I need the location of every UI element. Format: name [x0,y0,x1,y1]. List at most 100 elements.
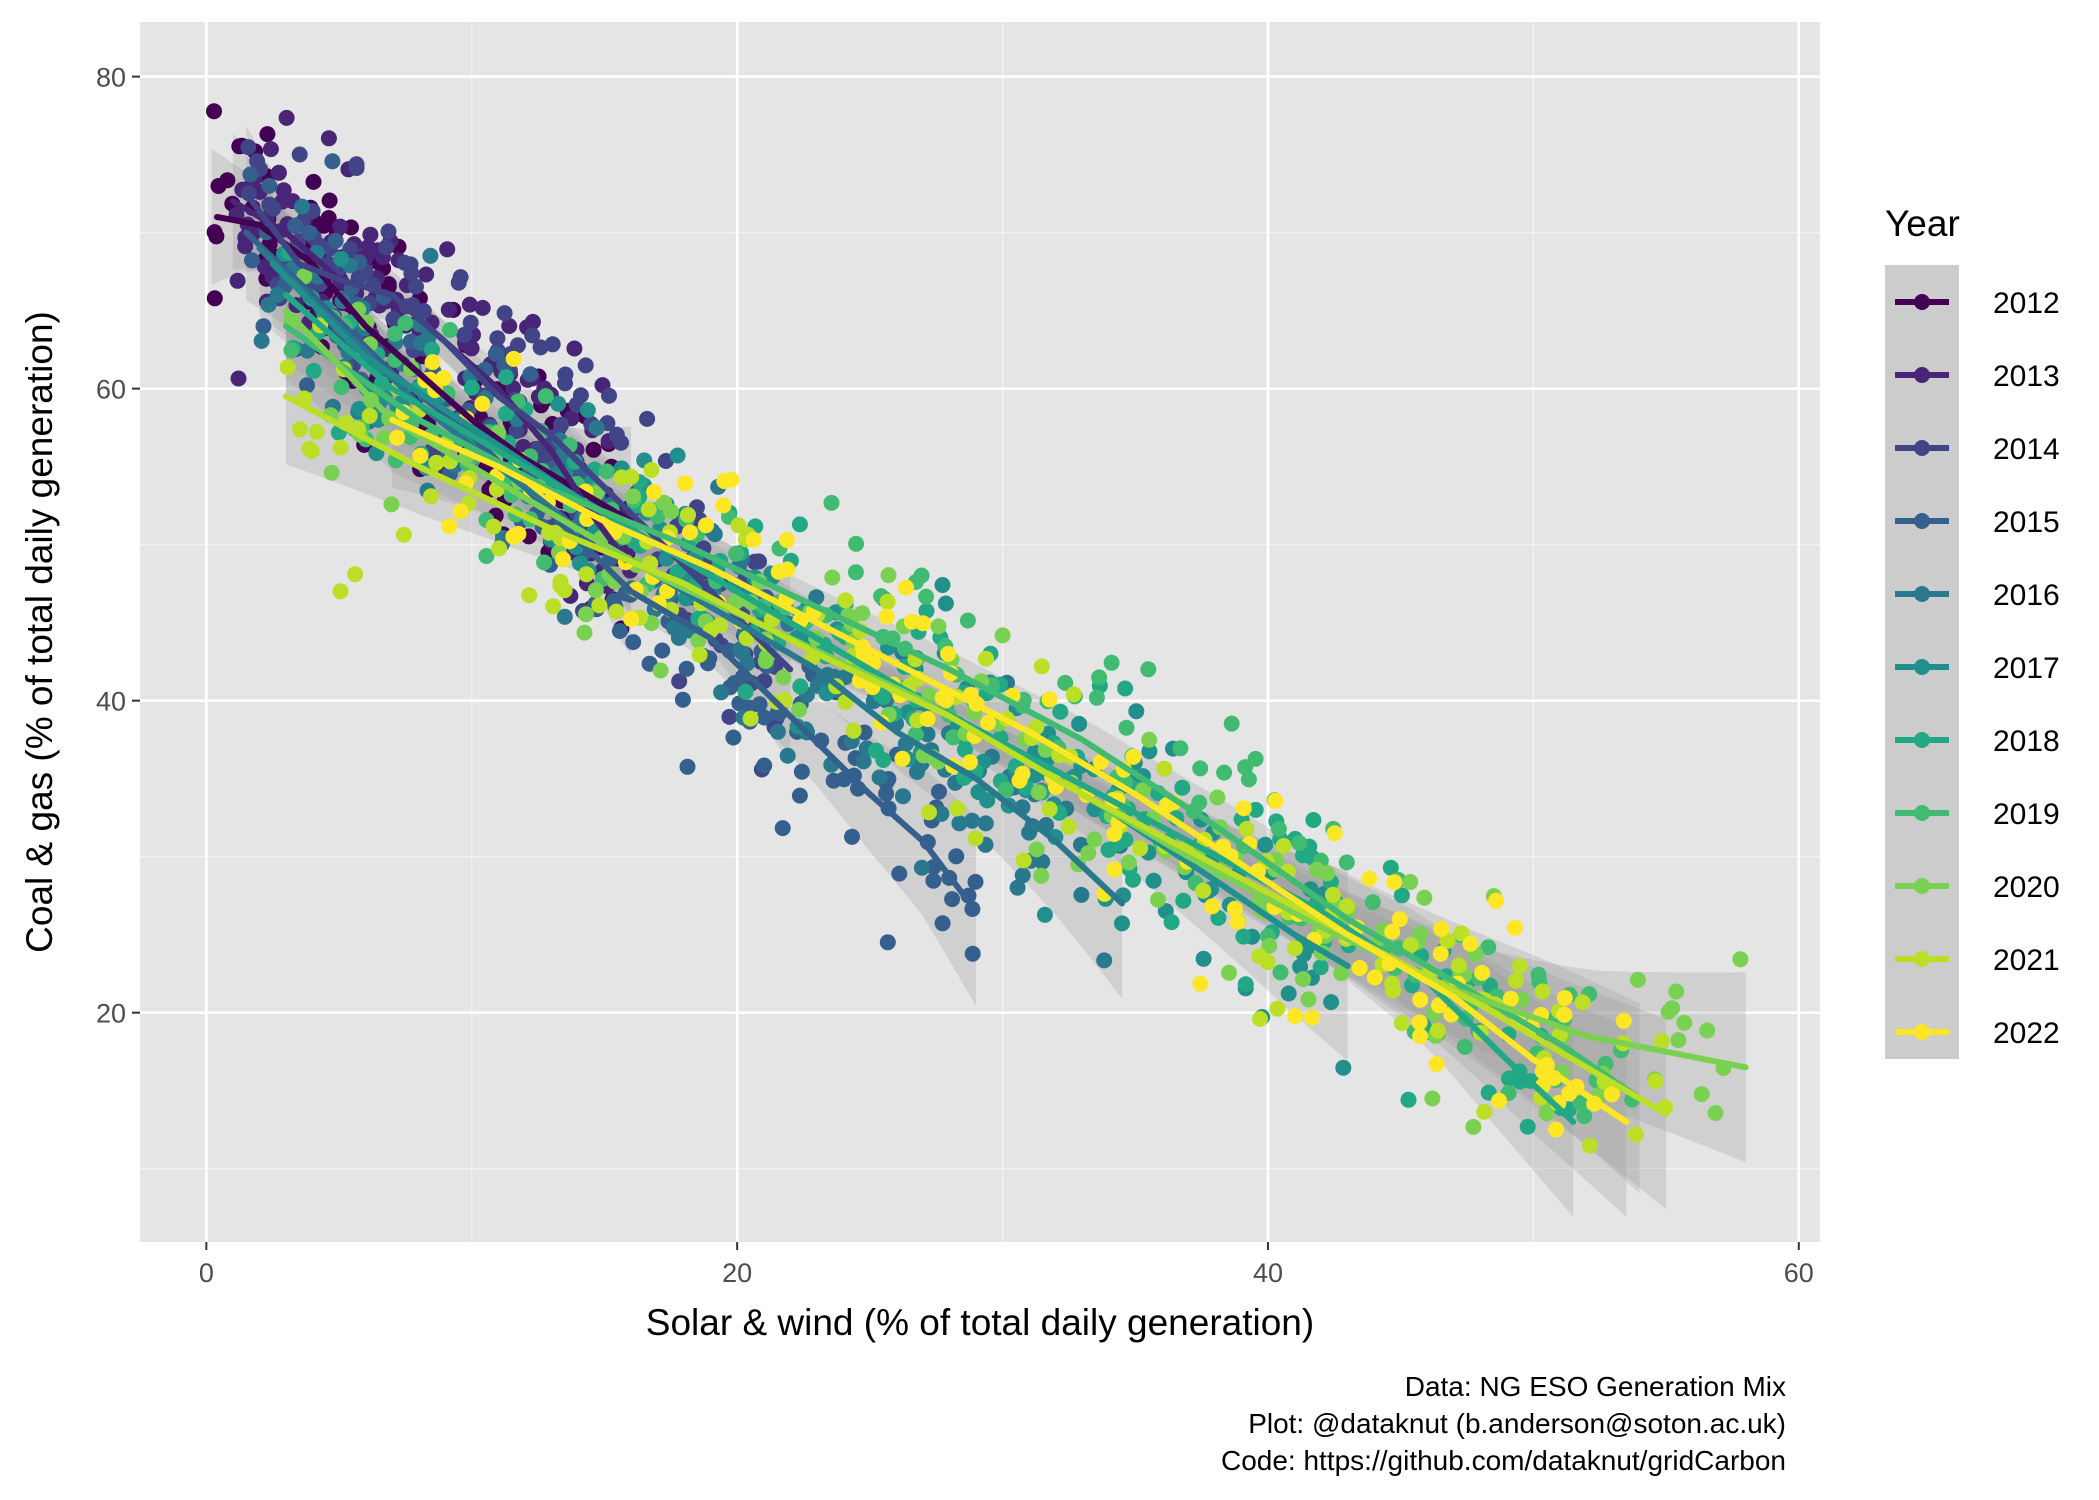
data-point-2017 [550,395,567,412]
data-point-2022 [1556,990,1573,1006]
legend-key-point-2012 [1914,294,1930,310]
trend-line-2021 [283,393,1670,1118]
data-point-2013 [501,318,518,334]
data-point-2022 [646,483,663,500]
data-point-2015 [725,729,742,746]
data-point-2016 [294,198,311,215]
data-point-2019 [1192,760,1209,777]
legend-key-point-2018 [1914,732,1930,748]
data-point-2019 [1456,1038,1473,1055]
caption-line-2: Plot: @dataknut (b.anderson@soton.ac.uk) [1248,1408,1786,1439]
data-point-2022 [1192,975,1209,992]
data-point-2021 [1534,983,1551,1000]
data-point-2020 [1670,1032,1687,1049]
legend-label-2017: 2017 [1993,652,2060,685]
y-tick-label: 40 [96,687,126,717]
data-point-2019 [598,463,615,480]
data-point-2014 [508,423,525,439]
data-point-2013 [360,239,376,256]
data-point-2022 [435,370,452,386]
data-point-2022 [698,517,714,534]
legend-items: 2012 2013 2014 2015 2016 2017 2018 2019 2020 2021… [1895,287,2060,1050]
data-point-2019 [1057,674,1074,691]
data-point-2018 [305,362,322,379]
legend-label-2013: 2013 [1993,360,2060,393]
data-point-2021 [1384,975,1401,992]
data-point-2015 [774,820,791,837]
data-point-2018 [1100,841,1117,858]
data-point-2020 [1707,1105,1724,1121]
data-point-2019 [1338,854,1355,871]
data-point-2015 [791,787,808,804]
data-point-2021 [332,439,349,456]
data-point-2022 [1384,923,1401,940]
legend-label-2019: 2019 [1993,798,2060,831]
data-point-2013 [440,301,457,318]
data-point-2013 [439,241,456,258]
data-point-2019 [442,322,458,338]
data-point-2020 [1732,951,1749,968]
data-point-2019 [397,315,414,332]
data-point-2015 [679,758,696,775]
data-point-2021 [1647,1073,1664,1090]
data-point-2021 [949,800,966,817]
data-point-2019 [1140,661,1157,678]
data-point-2015 [964,945,981,962]
data-point-2021 [1429,1022,1446,1039]
data-point-2021 [578,566,595,583]
data-point-2020 [1402,874,1419,890]
data-point-2018 [1382,859,1399,876]
data-point-2019 [1223,715,1240,732]
data-point-2019 [1240,771,1257,788]
data-point-2021 [347,566,364,583]
data-point-2017 [1280,985,1297,1002]
data-point-2021 [921,804,937,821]
data-point-2021 [1033,658,1050,675]
data-point-2022 [770,563,787,580]
data-point-2014 [378,239,395,256]
data-point-2021 [1275,838,1292,854]
data-point-2020 [1319,865,1336,882]
data-point-2019 [478,548,495,564]
data-point-2020 [775,669,792,686]
data-point-2018 [1052,703,1069,720]
data-point-2022 [903,613,920,630]
data-point-2019 [1103,654,1120,671]
data-point-2016 [253,332,270,349]
data-point-2015 [931,783,947,800]
data-point-2019 [959,612,976,629]
caption-line-3: Code: https://github.com/dataknut/gridCa… [1221,1445,1786,1476]
data-point-2021 [361,407,378,424]
data-point-2019 [283,342,300,359]
data-point-2018 [1174,779,1191,796]
data-point-2022 [623,611,640,628]
data-point-2013 [320,130,337,147]
data-point-2020 [663,503,680,520]
data-point-2017 [1292,958,1309,975]
data-point-2022 [441,518,458,535]
data-point-2022 [1433,921,1450,937]
y-axis-ticks: 20 40 60 80 [96,63,140,1029]
trend-lines [214,190,1749,1125]
data-point-2014 [240,139,257,156]
x-axis-ticks: 0 20 40 60 [199,1242,1814,1288]
data-point-2020 [1120,854,1137,871]
data-point-2021 [691,646,708,663]
data-point-2013 [474,299,491,316]
legend-key-point-2017 [1914,659,1930,675]
legend-label-2014: 2014 [1993,433,2060,466]
data-point-2022 [894,750,911,767]
data-point-2013 [262,141,279,158]
data-point-2014 [452,269,469,286]
data-point-2017 [934,577,951,593]
data-point-2018 [1117,680,1134,697]
data-point-2013 [418,266,435,283]
data-point-2022 [745,531,762,548]
data-point-2022 [505,350,522,367]
x-tick-label: 20 [722,1258,752,1288]
data-point-2018 [424,341,440,358]
data-point-2013 [362,226,379,243]
data-point-2021 [279,359,296,376]
data-point-2014 [577,357,594,374]
x-tick-label: 40 [1253,1258,1283,1288]
